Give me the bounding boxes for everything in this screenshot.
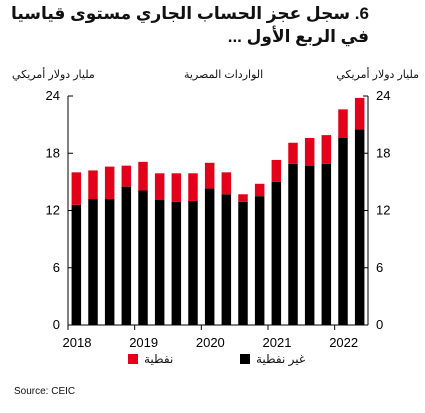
bar-non-oil (354, 129, 365, 325)
y-tick-label-left: 18 (46, 145, 60, 160)
bar-oil (238, 194, 248, 202)
source-note: Source: CEIC (14, 386, 76, 397)
bar-oil (71, 172, 82, 205)
chart-subtitle: الواردات المصرية (184, 69, 264, 81)
x-tick-label: 2020 (196, 335, 225, 350)
bar-non-oil (238, 201, 248, 325)
bar-oil (254, 183, 265, 197)
legend-swatch-non-oil (240, 354, 250, 364)
bar-non-oil (254, 196, 265, 325)
x-tick-label: 2021 (263, 335, 292, 350)
bar-non-oil (104, 199, 115, 325)
bar-non-oil (204, 188, 215, 325)
y-tick-label-right: 0 (376, 317, 383, 332)
bar-oil (338, 109, 348, 138)
legend-swatch-oil (128, 354, 138, 364)
x-tick-label: 2018 (63, 335, 92, 350)
chart-title-line2: في الربع الأول ... (227, 27, 369, 46)
bar-oil (271, 159, 282, 182)
y-tick-label-right: 6 (376, 260, 383, 275)
bar-oil (104, 166, 115, 200)
bar-oil (121, 165, 132, 187)
bar-oil (154, 173, 165, 201)
x-tick-label: 2022 (329, 335, 358, 350)
bar-non-oil (121, 186, 132, 325)
bar-non-oil (88, 199, 98, 325)
bar-non-oil (188, 200, 198, 325)
y-tick-label-left: 6 (53, 260, 60, 275)
bar-oil (354, 97, 365, 130)
bar-non-oil (171, 201, 182, 325)
bar-oil (288, 142, 298, 164)
bar-non-oil (321, 163, 332, 325)
y-tick-label-right: 12 (376, 203, 390, 218)
y-tick-label-left: 24 (46, 88, 60, 103)
bar-oil (321, 135, 332, 164)
bar-non-oil (138, 190, 148, 325)
legend-label-oil: نفطية (144, 352, 174, 366)
y-tick-label-left: 0 (53, 317, 60, 332)
bar-non-oil (271, 181, 282, 325)
bar-oil (138, 161, 148, 191)
y-axis-label-left: مليار دولار أمريكي (12, 69, 95, 81)
bar-non-oil (338, 137, 348, 325)
bar-oil (304, 137, 315, 166)
legend-item-oil: نفطية (128, 352, 173, 366)
bar-oil (188, 173, 198, 201)
bar-oil (88, 170, 98, 200)
y-tick-label-right: 18 (376, 145, 390, 160)
bar-non-oil (154, 200, 165, 325)
bar-oil (204, 162, 215, 189)
bar-non-oil (71, 204, 82, 325)
bar-oil (171, 173, 182, 202)
x-tick-label: 2019 (129, 335, 158, 350)
bar-non-oil (288, 163, 298, 325)
y-tick-label-right: 24 (376, 88, 390, 103)
y-tick-label-left: 12 (46, 203, 60, 218)
bar-non-oil (304, 165, 315, 325)
bar-non-oil (221, 194, 232, 325)
y-axis-label-right: مليار دولار أمريكي (336, 69, 419, 81)
legend-label-non-oil: غير نفطية (256, 352, 306, 366)
chart-title-line1: 6. سجل عجز الحساب الجاري مستوى قياسيا (10, 4, 369, 23)
legend-item-non-oil: غير نفطية (240, 352, 305, 366)
bar-oil (221, 172, 232, 195)
